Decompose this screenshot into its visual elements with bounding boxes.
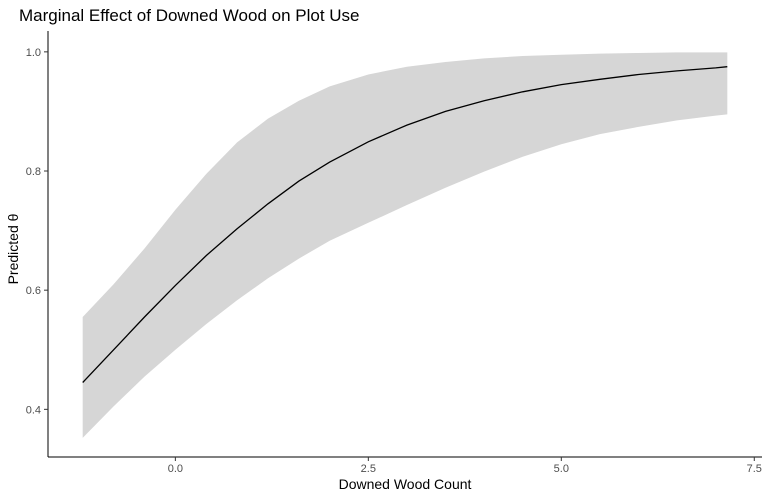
confidence-band xyxy=(82,52,728,438)
predicted-line xyxy=(82,66,728,383)
y-tick-label: 0.4 xyxy=(26,404,41,416)
y-axis-title: Predicted θ xyxy=(5,213,21,284)
y-tick-label: 0.8 xyxy=(26,166,41,178)
y-tick-label: 1.0 xyxy=(26,47,41,59)
y-axis-ticks: 0.4 0.6 0.8 1.0 xyxy=(26,47,48,416)
x-axis-title: Downed Wood Count xyxy=(339,476,472,492)
x-tick-label: 2.5 xyxy=(361,463,376,475)
chart-title: Marginal Effect of Downed Wood on Plot U… xyxy=(19,6,360,25)
y-tick-label: 0.6 xyxy=(26,285,41,297)
x-tick-label: 0.0 xyxy=(168,463,183,475)
x-tick-label: 5.0 xyxy=(554,463,569,475)
x-tick-label: 7.5 xyxy=(747,463,762,475)
x-axis-ticks: 0.0 2.5 5.0 7.5 xyxy=(168,457,762,475)
